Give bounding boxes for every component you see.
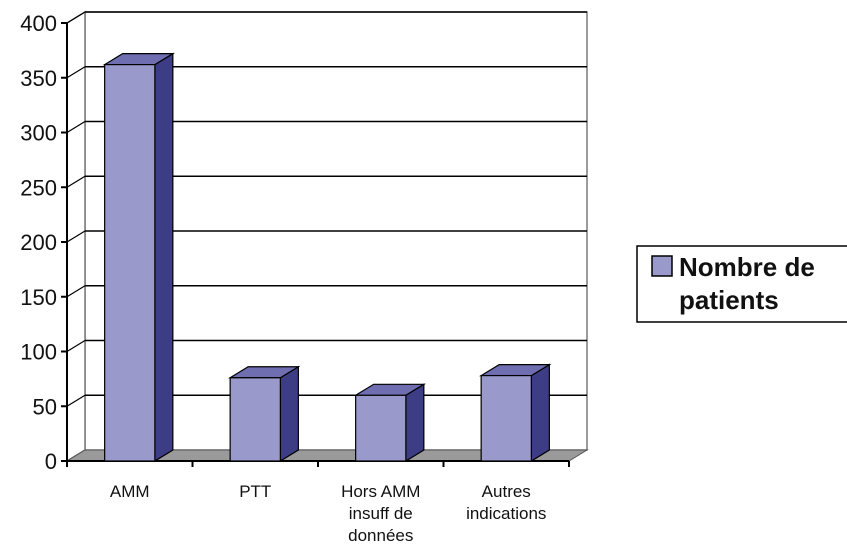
gridline-side (66, 11, 86, 24)
bar-2 (228, 365, 301, 463)
x-category-label: PTT (239, 482, 271, 501)
y-tick-label: 350 (20, 66, 57, 91)
y-tick-label: 300 (20, 121, 57, 146)
bar-front (355, 394, 407, 462)
bar-3 (353, 383, 426, 463)
x-category-label-line: Autres (482, 482, 531, 501)
x-category-label: Autres indications (466, 482, 546, 523)
x-category-label-line: insuff de (349, 504, 413, 523)
y-tick-label: 50 (33, 394, 57, 419)
y-tick-label: 200 (20, 230, 57, 255)
bar-side (405, 383, 425, 463)
legend-swatch (651, 255, 673, 277)
bars (102, 52, 552, 463)
x-category-label: AMM (110, 482, 150, 501)
bar-side (530, 363, 550, 463)
x-category-label-line: AMM (110, 482, 150, 501)
y-tick-labels: 0 50 100 150 200 250 300 350 400 (20, 11, 57, 474)
x-category-label-line: données (348, 526, 413, 545)
y-tick-label: 100 (20, 340, 57, 365)
bar-4 (479, 363, 552, 463)
bar-front (229, 377, 281, 462)
bar-1 (102, 52, 175, 463)
y-tick-label: 250 (20, 175, 57, 200)
x-category-label-line: PTT (239, 482, 271, 501)
gridline-side (66, 394, 86, 407)
x-category-label: Hors AMM insuff de données (341, 482, 420, 545)
gridline-side (66, 175, 86, 188)
bar-side (154, 52, 174, 463)
bar-side (279, 365, 299, 463)
gridline-side (66, 66, 86, 79)
gridline-side (66, 230, 86, 243)
gridline-side (66, 120, 86, 134)
x-category-label-line: indications (466, 504, 546, 523)
bar-front (104, 64, 156, 462)
gridline-side (66, 339, 86, 353)
bar-front (480, 374, 532, 462)
y-tick-label: 150 (20, 285, 57, 310)
legend: Nombre de patients (636, 245, 847, 323)
x-category-label-line: Hors AMM (341, 482, 420, 501)
gridline-side (66, 285, 86, 298)
legend-label-line-2: patients (679, 285, 779, 315)
x-category-labels: AMM PTT Hors AMM insuff de données Autres indi… (110, 482, 547, 545)
y-tick-label: 400 (20, 11, 57, 36)
legend-box (636, 245, 847, 323)
legend-label-line-1: Nombre de (679, 252, 815, 282)
y-tick-label: 0 (45, 449, 57, 474)
